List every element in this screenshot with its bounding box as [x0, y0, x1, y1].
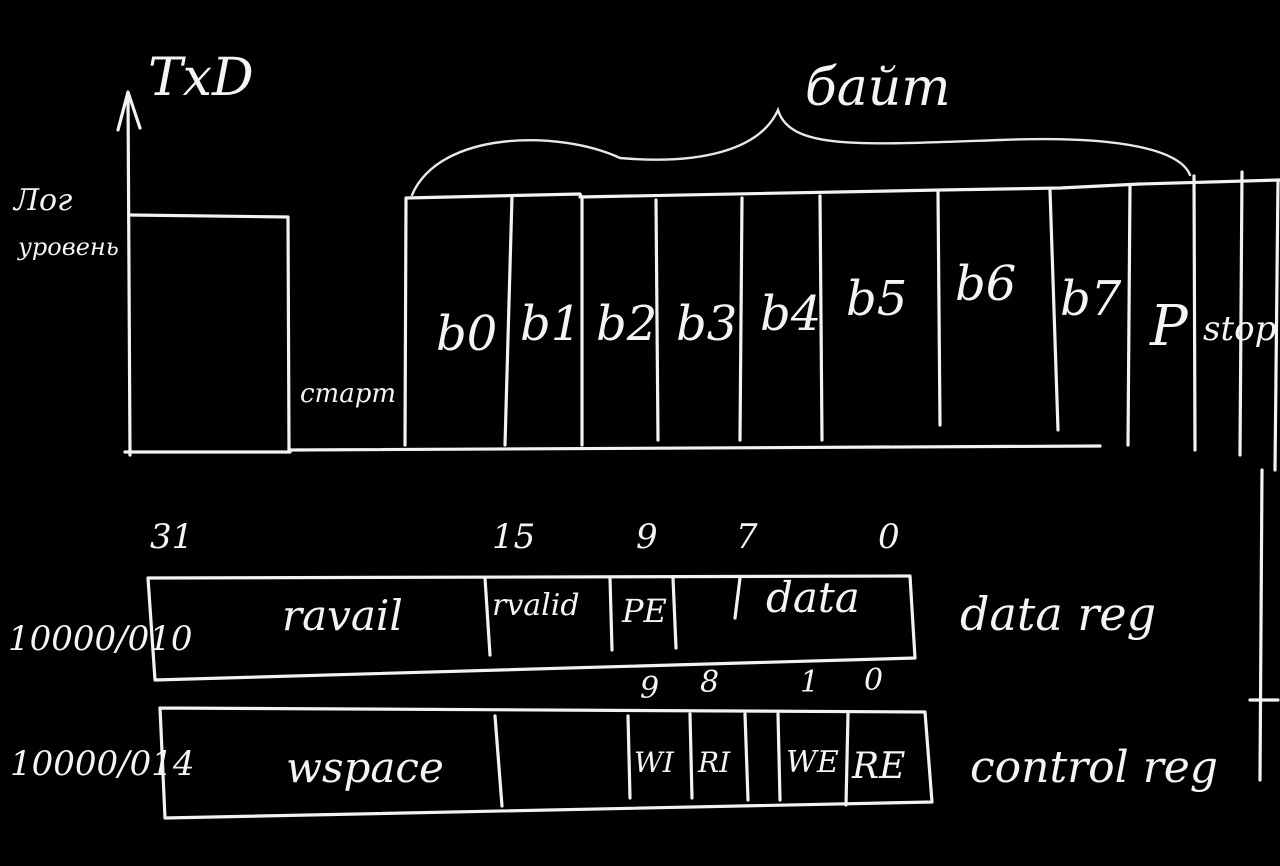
control-reg-bitpos-1: 1 — [800, 665, 819, 700]
control-reg-box — [158, 706, 934, 820]
control-reg-field-we: WE — [786, 745, 839, 780]
control-reg-field-re: RE — [851, 746, 905, 787]
right-edge-box-fragment — [1248, 178, 1280, 782]
data-reg-field-rvalid: rvalid — [492, 588, 580, 623]
bit-label-b1: b1 — [520, 296, 581, 352]
control-reg-field-wspace: wspace — [286, 743, 444, 792]
control-reg-bitpos-9: 9 — [640, 671, 659, 706]
timing-diagram: TxD Лог уровень старт байт b0 b1 b2 b3 b… — [12, 48, 1280, 457]
control-reg-field-ri: RI — [697, 746, 731, 779]
signal-name-label: TxD — [148, 48, 254, 108]
y-axis-label-line2: уровень — [17, 233, 119, 261]
bit-separators — [503, 170, 1244, 457]
start-label: старт — [300, 379, 396, 409]
control-reg-field-wi: WI — [634, 746, 675, 779]
control-register: 9 8 1 0 10000/014 wspace WI RI WE RE con… — [10, 663, 1218, 820]
data-reg-address: 10000/010 — [8, 619, 193, 659]
data-reg-bitpos-31: 31 — [150, 517, 193, 557]
data-reg-bitpos-7: 7 — [736, 517, 758, 557]
bit-label-b5: b5 — [846, 271, 907, 327]
byte-label: байт — [805, 58, 951, 118]
control-reg-bitpos-0: 0 — [864, 663, 883, 698]
data-reg-name: data reg — [960, 587, 1156, 641]
control-reg-dividers — [493, 712, 850, 808]
x-axis — [123, 444, 1102, 454]
y-axis — [126, 93, 132, 457]
control-reg-address: 10000/014 — [10, 744, 195, 784]
data-reg-bitpos-15: 15 — [492, 517, 535, 557]
bit-label-b0: b0 — [436, 306, 497, 362]
data-reg-field-ravail: ravail — [282, 591, 403, 640]
bit-label-b6: b6 — [955, 256, 1016, 312]
bit-label-b3: b3 — [676, 296, 737, 352]
y-axis-label-line1: Лог — [12, 183, 72, 218]
y-axis-arrow — [116, 90, 142, 132]
idle-high-level — [128, 213, 291, 452]
bit-label-b7: b7 — [1060, 271, 1122, 327]
data-reg-box — [146, 574, 917, 682]
control-reg-name: control reg — [970, 742, 1218, 793]
data-reg-bitpos-0: 0 — [878, 517, 900, 557]
bit-label-b4: b4 — [760, 286, 821, 342]
bit-label-b2: b2 — [596, 296, 657, 352]
data-reg-field-pe: PE — [621, 592, 667, 630]
bit-label-stop: stop — [1203, 309, 1276, 349]
data-reg-field-data: data — [766, 573, 860, 622]
data-reg-bitpos-9: 9 — [636, 517, 658, 557]
bits-top-line — [578, 178, 1280, 199]
data-register: 31 15 9 7 0 10000/010 ravail rvalid PE d… — [8, 517, 1156, 682]
control-reg-bitpos-8: 8 — [700, 665, 719, 700]
data-reg-dividers — [483, 576, 742, 657]
byte-brace — [410, 106, 1192, 197]
bit-label-parity: P — [1149, 294, 1189, 359]
